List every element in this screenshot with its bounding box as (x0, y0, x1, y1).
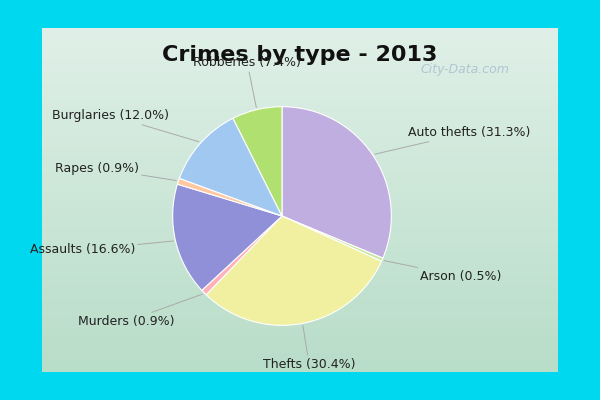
Text: Auto thefts (31.3%): Auto thefts (31.3%) (375, 126, 530, 154)
Wedge shape (233, 107, 282, 216)
Text: Murders (0.9%): Murders (0.9%) (78, 294, 202, 328)
Text: Thefts (30.4%): Thefts (30.4%) (263, 326, 355, 371)
Wedge shape (282, 107, 391, 258)
Wedge shape (206, 216, 382, 325)
Wedge shape (282, 216, 383, 261)
Text: Arson (0.5%): Arson (0.5%) (384, 261, 502, 283)
Text: Robberies (7.4%): Robberies (7.4%) (193, 56, 301, 108)
Text: Crimes by type - 2013: Crimes by type - 2013 (163, 45, 437, 65)
Wedge shape (173, 184, 282, 290)
Text: Assaults (16.6%): Assaults (16.6%) (29, 241, 173, 256)
Wedge shape (178, 178, 282, 216)
Text: Rapes (0.9%): Rapes (0.9%) (55, 162, 176, 180)
Wedge shape (179, 118, 282, 216)
Text: City-Data.com: City-Data.com (421, 63, 509, 76)
Text: Burglaries (12.0%): Burglaries (12.0%) (52, 109, 199, 142)
Wedge shape (202, 216, 282, 295)
